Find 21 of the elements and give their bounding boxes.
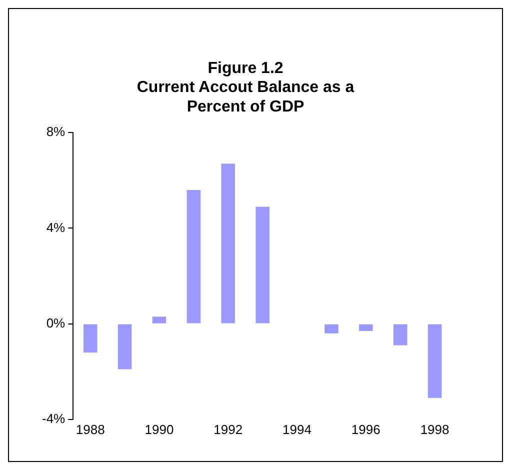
bar [186, 190, 201, 324]
bar [324, 324, 338, 334]
bar [221, 164, 236, 324]
bar [428, 324, 442, 398]
x-tick-label: 1998 [420, 422, 450, 437]
bar [118, 324, 132, 370]
bar [83, 324, 98, 352]
bar [152, 316, 166, 324]
y-tick-label: 0% [46, 315, 66, 330]
x-tick-label: 1992 [214, 422, 243, 437]
y-tick-label: 8% [46, 124, 66, 140]
x-tick-label: 1996 [351, 422, 380, 437]
x-tick-label: 1994 [282, 422, 312, 437]
bar [256, 206, 270, 324]
bar [393, 324, 408, 346]
x-tick-label: 1990 [144, 422, 174, 437]
y-tick-label: 4% [46, 220, 66, 235]
bar [359, 324, 373, 331]
chart-title: Figure 1.2 Current Accout Balance as a Percent of GDP [136, 60, 354, 116]
y-tick-label: -4% [42, 410, 66, 426]
x-tick-label: 1988 [76, 422, 105, 437]
